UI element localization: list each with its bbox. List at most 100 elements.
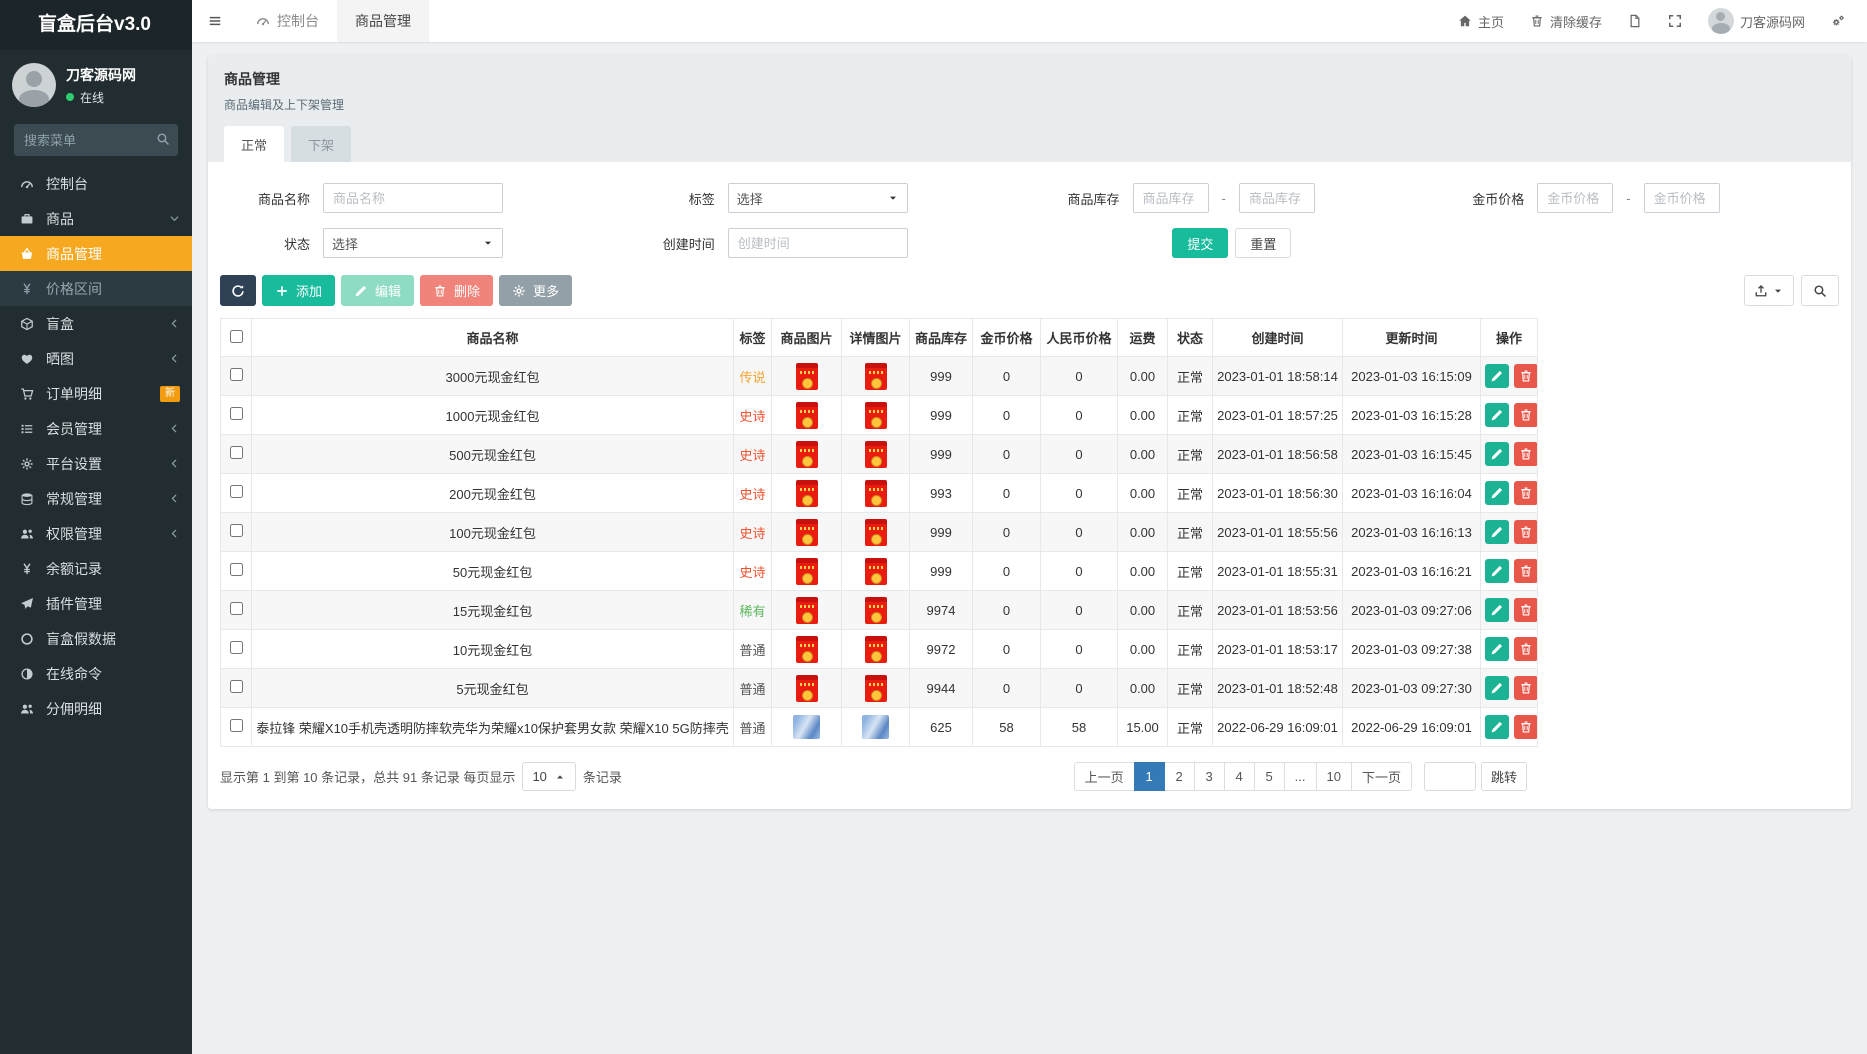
detail-image[interactable]	[864, 362, 887, 390]
row-edit-button[interactable]	[1485, 481, 1509, 505]
page-button-3[interactable]: 3	[1193, 762, 1225, 791]
jump-page-input[interactable]	[1423, 762, 1476, 791]
product-image[interactable]	[793, 715, 820, 739]
product-image[interactable]	[795, 635, 818, 663]
top-tab-products[interactable]: 商品管理	[337, 0, 429, 42]
sidebar-search-input[interactable]	[14, 124, 178, 156]
row-edit-button[interactable]	[1485, 442, 1509, 466]
add-button[interactable]: 添加	[262, 275, 336, 306]
tab-offline[interactable]: 下架	[291, 126, 352, 162]
sidebar-item-余额记录[interactable]: 余额记录	[0, 551, 192, 586]
delete-button[interactable]: 删除	[420, 275, 494, 306]
product-image[interactable]	[795, 557, 818, 585]
sidebar-item-价格区间[interactable]: 价格区间	[0, 271, 192, 306]
hamburger-menu-icon[interactable]	[192, 0, 238, 42]
row-delete-button[interactable]	[1514, 637, 1537, 661]
column-search-button[interactable]	[1801, 275, 1839, 306]
product-image[interactable]	[795, 362, 818, 390]
tag-select[interactable]: 选择	[727, 183, 908, 213]
row-edit-button[interactable]	[1485, 520, 1509, 544]
refresh-button[interactable]	[220, 275, 256, 306]
sidebar-item-晒图[interactable]: 晒图	[0, 341, 192, 376]
row-checkbox[interactable]	[229, 719, 243, 732]
product-image[interactable]	[795, 440, 818, 468]
reset-button[interactable]: 重置	[1235, 228, 1292, 258]
detail-image[interactable]	[864, 596, 887, 624]
detail-image[interactable]	[864, 479, 887, 507]
page-button-4[interactable]: 4	[1223, 762, 1255, 791]
row-edit-button[interactable]	[1485, 676, 1509, 700]
created-time-input[interactable]	[727, 228, 908, 258]
detail-image[interactable]	[864, 635, 887, 663]
page-button-5[interactable]: 5	[1253, 762, 1285, 791]
export-button[interactable]	[1744, 275, 1794, 306]
gold-max-input[interactable]	[1643, 183, 1720, 213]
status-select[interactable]: 选择	[323, 228, 503, 258]
home-link[interactable]: 主页	[1458, 12, 1504, 31]
sidebar-item-权限管理[interactable]: 权限管理	[0, 516, 192, 551]
sidebar-item-常规管理[interactable]: 常规管理	[0, 481, 192, 516]
row-edit-button[interactable]	[1485, 715, 1509, 739]
clear-cache-button[interactable]: 清除缓存	[1530, 12, 1602, 31]
settings-cogs-icon[interactable]	[1831, 14, 1845, 28]
row-edit-button[interactable]	[1485, 364, 1509, 388]
row-checkbox[interactable]	[229, 680, 243, 693]
pager-ellipsis[interactable]: ...	[1283, 762, 1317, 791]
stock-min-input[interactable]	[1132, 183, 1209, 213]
page-button-10[interactable]: 10	[1315, 762, 1352, 791]
detail-image[interactable]	[864, 557, 887, 585]
row-edit-button[interactable]	[1485, 598, 1509, 622]
sidebar-item-平台设置[interactable]: 平台设置	[0, 446, 192, 481]
stock-max-input[interactable]	[1238, 183, 1315, 213]
prev-page-button[interactable]: 上一页	[1073, 762, 1135, 791]
row-delete-button[interactable]	[1514, 364, 1537, 388]
product-image[interactable]	[795, 674, 818, 702]
product-image[interactable]	[795, 401, 818, 429]
top-tab-dashboard[interactable]: 控制台	[238, 0, 337, 42]
sidebar-item-会员管理[interactable]: 会员管理	[0, 411, 192, 446]
detail-image[interactable]	[864, 518, 887, 546]
sidebar-item-在线命令[interactable]: 在线命令	[0, 656, 192, 691]
sidebar-item-控制台[interactable]: 控制台	[0, 166, 192, 201]
user-menu[interactable]: 刀客源码网	[1707, 8, 1805, 34]
product-image[interactable]	[795, 479, 818, 507]
row-checkbox[interactable]	[229, 368, 243, 381]
search-icon[interactable]	[156, 132, 170, 146]
sidebar-item-商品[interactable]: 商品	[0, 201, 192, 236]
detail-image[interactable]	[864, 401, 887, 429]
page-size-select[interactable]: 10	[522, 762, 576, 791]
sidebar-item-插件管理[interactable]: 插件管理	[0, 586, 192, 621]
row-checkbox[interactable]	[229, 641, 243, 654]
gold-min-input[interactable]	[1537, 183, 1614, 213]
row-checkbox[interactable]	[229, 524, 243, 537]
detail-image[interactable]	[864, 440, 887, 468]
document-icon[interactable]	[1628, 14, 1642, 28]
page-button-1[interactable]: 1	[1133, 762, 1165, 791]
sidebar-item-商品管理[interactable]: 商品管理	[0, 236, 192, 271]
product-image[interactable]	[795, 596, 818, 624]
detail-image[interactable]	[864, 674, 887, 702]
more-button[interactable]: 更多	[499, 275, 573, 306]
row-checkbox[interactable]	[229, 485, 243, 498]
submit-button[interactable]: 提交	[1172, 228, 1229, 258]
sidebar-item-订单明细[interactable]: 订单明细 新	[0, 376, 192, 411]
sidebar-item-分佣明细[interactable]: 分佣明细	[0, 691, 192, 726]
product-image[interactable]	[795, 518, 818, 546]
jump-button[interactable]: 跳转	[1480, 762, 1527, 791]
page-button-2[interactable]: 2	[1163, 762, 1195, 791]
row-checkbox[interactable]	[229, 446, 243, 459]
detail-image[interactable]	[862, 715, 889, 739]
row-delete-button[interactable]	[1514, 442, 1537, 466]
fullscreen-icon[interactable]	[1668, 14, 1682, 28]
sidebar-item-盲盒[interactable]: 盲盒	[0, 306, 192, 341]
product-name-input[interactable]	[323, 183, 503, 213]
row-delete-button[interactable]	[1514, 676, 1537, 700]
row-delete-button[interactable]	[1514, 481, 1537, 505]
row-delete-button[interactable]	[1514, 403, 1537, 427]
row-delete-button[interactable]	[1514, 520, 1537, 544]
select-all-checkbox[interactable]	[229, 329, 243, 343]
row-checkbox[interactable]	[229, 563, 243, 576]
sidebar-item-盲盒假数据[interactable]: 盲盒假数据	[0, 621, 192, 656]
edit-button[interactable]: 编辑	[341, 275, 415, 306]
row-checkbox[interactable]	[229, 407, 243, 420]
